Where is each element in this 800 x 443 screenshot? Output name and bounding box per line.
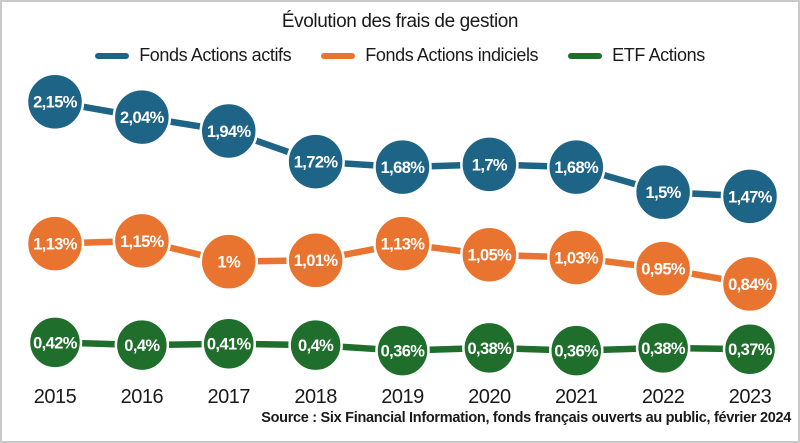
legend-swatch-etf-actions [568,52,603,59]
series-line-3 [54,339,751,354]
x-axis-label: 2016 [120,386,164,408]
data-point-bubble [25,72,85,132]
data-point-label: 1,13% [381,236,426,254]
data-point-bubble [722,322,778,377]
data-point-bubble [114,317,170,373]
data-point-bubble [373,214,432,273]
data-point-label: 0,84% [728,276,773,294]
data-point-label: 2,15% [33,94,78,112]
data-point-label: 1% [217,254,241,272]
data-point-label: 0,41% [207,336,252,354]
data-point-label: 0,38% [641,340,686,358]
data-point-bubble [288,317,343,373]
data-point-bubble [201,316,256,371]
legend-item-fonds-actions-actifs: Fonds Actions actifs [95,45,292,66]
data-point-bubble [199,232,258,291]
data-point-label: 2,04% [120,109,165,127]
chart-title: Évolution des frais de gestion [281,11,519,32]
data-point-bubble [720,254,780,314]
x-axis-label: 2019 [381,386,424,408]
data-point-label: 1,05% [467,247,512,265]
legend: Fonds Actions actifs Fonds Actions indic… [2,45,798,66]
data-point-bubble [112,211,172,271]
data-point-label: 1,15% [120,233,165,251]
legend-item-etf-actions: ETF Actions [568,45,705,66]
data-point-label: 1,13% [33,236,78,254]
data-point-bubble [199,101,258,161]
data-point-bubble [27,315,83,370]
series-line-2 [54,237,751,288]
data-point-label: 0,37% [728,341,773,359]
x-axis-label: 2023 [728,386,772,408]
data-point-bubble [549,323,604,378]
data-point-bubble [547,228,606,287]
data-point-label: 1,47% [728,188,773,206]
data-point-label: 1,94% [207,123,252,141]
data-point-bubble [286,132,345,191]
data-point-bubble [373,137,432,197]
data-point-bubble [720,167,780,226]
data-point-label: 0,38% [467,340,512,358]
x-axis-label: 2017 [207,386,251,408]
data-point-bubble [547,137,606,197]
data-point-label: 1,03% [554,249,599,267]
data-point-bubble [286,231,345,290]
data-point-label: 1,72% [294,154,339,172]
data-point-label: 0,36% [381,343,426,361]
legend-label: Fonds Actions actifs [139,45,292,65]
data-point-label: 1,5% [646,184,682,202]
series-line-1 [54,98,751,200]
x-axis-label: 2015 [33,386,77,408]
source-note: Source : Six Financial Information, fond… [261,410,791,426]
x-axis-label: 2021 [555,386,598,408]
x-axis-label: 2018 [294,386,337,408]
data-point-label: 0,42% [33,334,78,352]
data-point-bubble [633,239,693,298]
legend-label: ETF Actions [612,45,705,65]
data-point-bubble [462,320,517,376]
data-point-bubble [112,87,172,147]
data-point-bubble [375,323,430,378]
x-axis-label: 2020 [468,386,511,408]
data-point-label: 1,7% [472,156,508,174]
data-point-bubble [633,162,693,222]
data-point-label: 1,68% [554,159,599,177]
data-point-bubble [460,135,519,194]
data-point-label: 0,4% [298,337,334,355]
x-axis-label: 2022 [641,386,685,408]
legend-swatch-fonds-actions-actifs [95,52,130,59]
legend-swatch-fonds-actions-indiciels [321,52,356,59]
data-point-bubble [635,320,691,376]
data-point-label: 1,01% [294,252,339,270]
data-point-label: 0,36% [554,343,599,361]
data-point-label: 1,68% [381,159,426,177]
data-point-bubble [460,225,519,284]
data-point-bubble [25,214,85,273]
legend-label: Fonds Actions indiciels [365,45,539,65]
data-point-label: 0,95% [641,261,686,279]
data-point-label: 0,4% [124,337,160,355]
legend-item-fonds-actions-indiciels: Fonds Actions indiciels [321,45,539,66]
